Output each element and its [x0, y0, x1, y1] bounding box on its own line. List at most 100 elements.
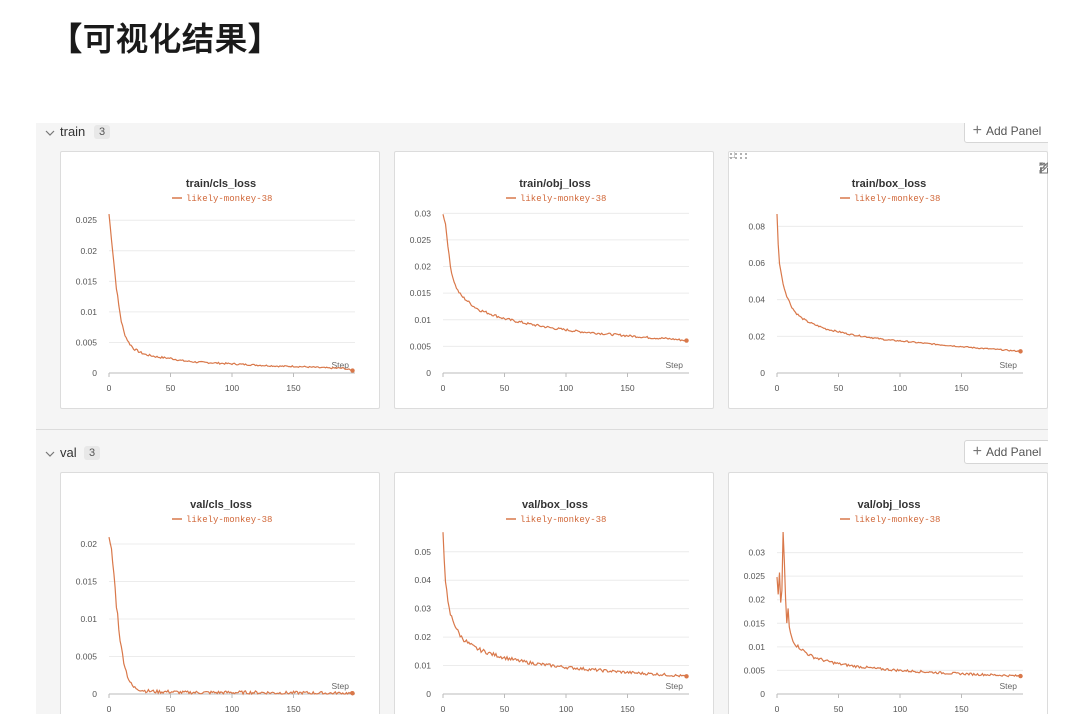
- series-line: [442, 532, 687, 678]
- x-tick-label: 150: [286, 383, 300, 393]
- legend-entry[interactable]: likely-monkey-38: [854, 194, 940, 204]
- y-tick-label: 0.04: [414, 575, 431, 585]
- series-line: [776, 213, 1021, 353]
- y-tick-label: 0.01: [80, 307, 97, 317]
- section-count-badge: 3: [84, 446, 101, 460]
- add-panel-button[interactable]: + Add Panel: [964, 123, 1048, 143]
- y-tick-label: 0.01: [414, 661, 431, 671]
- y-tick-label: 0.03: [414, 208, 431, 218]
- x-tick-label: 0: [107, 704, 112, 714]
- y-tick-label: 0: [92, 368, 97, 378]
- edit-pencil-icon[interactable]: [1039, 162, 1048, 173]
- y-tick-label: 0.025: [410, 235, 432, 245]
- y-tick-label: 0.015: [744, 618, 766, 628]
- y-tick-label: 0: [92, 689, 97, 699]
- x-tick-label: 0: [441, 704, 446, 714]
- x-axis-label: Step: [666, 360, 684, 370]
- chart-title: val/cls_loss: [190, 499, 252, 511]
- chevron-down-icon[interactable]: [44, 127, 56, 139]
- chart-title: train/box_loss: [852, 178, 927, 190]
- y-tick-label: 0.005: [76, 337, 98, 347]
- add-panel-button[interactable]: + Add Panel: [964, 440, 1048, 464]
- chevron-down-icon[interactable]: [44, 448, 56, 460]
- section-count-badge: 3: [94, 125, 111, 139]
- x-tick-label: 0: [441, 383, 446, 393]
- series-line: [442, 214, 687, 342]
- section-header-val[interactable]: val 3 + Add Panel: [36, 440, 1048, 468]
- section-header-train[interactable]: train 3 + Add Panel: [36, 123, 1048, 147]
- y-tick-label: 0.06: [748, 258, 765, 268]
- y-tick-label: 0.02: [80, 539, 97, 549]
- series-line: [108, 214, 353, 372]
- x-tick-label: 100: [893, 383, 907, 393]
- chart-panel[interactable]: val/box_loss likely-monkey-38 0 0.01 0.02 0.0…: [394, 472, 714, 714]
- legend-entry[interactable]: likely-monkey-38: [520, 515, 606, 525]
- chart-panel[interactable]: train/box_loss likely-monkey-38 0 0.02 0.04 0…: [728, 151, 1048, 409]
- x-tick-label: 0: [775, 704, 780, 714]
- x-axis-label: Step: [1000, 681, 1018, 691]
- chart-title: val/box_loss: [522, 499, 588, 511]
- legend-entry[interactable]: likely-monkey-38: [186, 194, 272, 204]
- add-panel-label: Add Panel: [985, 445, 1042, 459]
- y-tick-label: 0.08: [748, 221, 765, 231]
- legend-entry[interactable]: likely-monkey-38: [186, 515, 272, 525]
- x-tick-label: 0: [775, 383, 780, 393]
- y-tick-label: 0.03: [414, 604, 431, 614]
- x-tick-label: 150: [286, 704, 300, 714]
- y-tick-label: 0: [760, 368, 765, 378]
- y-tick-label: 0.04: [748, 295, 765, 305]
- chart-panel[interactable]: train/cls_loss likely-monkey-38 0 0.005 0.01…: [60, 151, 380, 409]
- y-tick-label: 0.01: [748, 642, 765, 652]
- y-tick-label: 0: [760, 689, 765, 699]
- add-panel-label: Add Panel: [985, 124, 1042, 138]
- chart-panel[interactable]: val/obj_loss likely-monkey-38 0 0.005 0.01 0.…: [728, 472, 1048, 714]
- y-tick-label: 0.005: [410, 341, 432, 351]
- y-tick-label: 0.02: [414, 632, 431, 642]
- chart-panel[interactable]: val/cls_loss likely-monkey-38 0 0.005 0.01 0.…: [60, 472, 380, 714]
- x-tick-label: 150: [954, 383, 968, 393]
- x-tick-label: 100: [225, 383, 239, 393]
- chart-title: train/cls_loss: [186, 178, 256, 190]
- resize-handle-icon[interactable]: [729, 152, 735, 158]
- y-tick-label: 0.02: [80, 246, 97, 256]
- y-tick-label: 0.02: [748, 595, 765, 605]
- legend-entry[interactable]: likely-monkey-38: [520, 194, 606, 204]
- x-axis-label: Step: [332, 360, 350, 370]
- y-tick-label: 0.01: [80, 614, 97, 624]
- x-tick-label: 50: [500, 383, 510, 393]
- series-endpoint: [684, 338, 689, 343]
- chart-title: train/obj_loss: [519, 178, 591, 190]
- x-tick-label: 100: [893, 704, 907, 714]
- fullscreen-icon[interactable]: [1039, 162, 1048, 174]
- x-tick-label: 50: [500, 704, 510, 714]
- x-axis-label: Step: [1000, 360, 1018, 370]
- y-tick-label: 0.01: [414, 315, 431, 325]
- series-endpoint: [1018, 673, 1023, 679]
- legend-entry[interactable]: likely-monkey-38: [854, 515, 940, 525]
- section-title: train: [60, 124, 86, 139]
- y-tick-label: 0.025: [744, 571, 766, 581]
- more-options-icon[interactable]: [1039, 162, 1043, 174]
- page-heading: 【可视化结果】: [50, 20, 282, 58]
- plus-icon: +: [972, 443, 982, 460]
- series-endpoint: [684, 674, 689, 679]
- x-tick-label: 50: [166, 383, 176, 393]
- series-endpoint: [350, 368, 355, 373]
- x-tick-label: 100: [559, 704, 573, 714]
- y-tick-label: 0.005: [744, 665, 766, 675]
- x-tick-label: 150: [620, 383, 634, 393]
- x-tick-label: 100: [225, 704, 239, 714]
- y-tick-label: 0.015: [410, 288, 432, 298]
- chart-panel[interactable]: train/obj_loss likely-monkey-38 0 0.005 0.01…: [394, 151, 714, 409]
- y-tick-label: 0.03: [748, 548, 765, 558]
- plus-icon: +: [972, 123, 982, 139]
- section-title: val: [60, 445, 77, 460]
- chart-title: val/obj_loss: [858, 499, 921, 511]
- y-tick-label: 0.015: [76, 276, 98, 286]
- x-tick-label: 0: [107, 383, 112, 393]
- y-tick-label: 0: [426, 368, 431, 378]
- series-line: [776, 531, 1021, 678]
- y-tick-label: 0.015: [76, 577, 98, 587]
- y-tick-label: 0.02: [414, 262, 431, 272]
